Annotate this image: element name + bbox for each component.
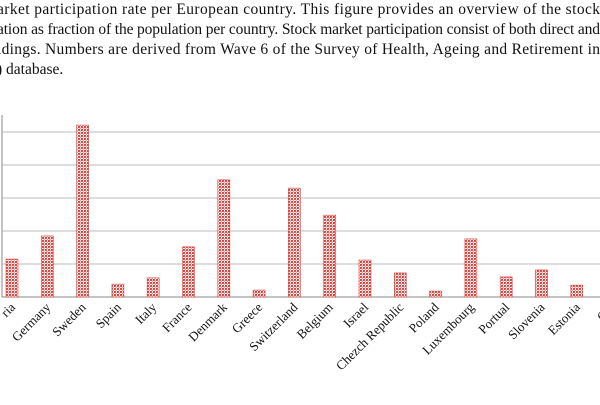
x-tick-label: Germany — [9, 299, 54, 344]
caption-line: ation as fraction of the population per … — [0, 21, 600, 38]
x-tick-label: ria — [0, 299, 18, 319]
bar — [535, 269, 548, 298]
x-tick-label: Sweden — [49, 299, 89, 339]
bar — [111, 283, 125, 298]
bar — [5, 258, 19, 298]
bar — [499, 276, 513, 298]
bar — [252, 289, 266, 298]
x-tick-label: Italy — [132, 299, 160, 327]
x-tick-label: Cro — [594, 300, 600, 324]
bar — [358, 259, 372, 298]
bar — [464, 238, 478, 298]
caption-line: arket participation rate per European co… — [0, 1, 600, 18]
bar — [40, 235, 54, 298]
x-tick-label: Belgium — [294, 300, 336, 342]
bar — [76, 124, 89, 298]
caption-line: ) database. — [0, 61, 63, 78]
bar — [570, 284, 584, 298]
x-tick-label: Estonia — [545, 299, 583, 337]
x-tick-label: Denmark — [185, 299, 230, 344]
bar — [288, 187, 301, 298]
bar — [182, 246, 195, 298]
bar — [217, 179, 231, 298]
bar — [146, 277, 160, 298]
caption-line: ldings. Numbers are derived from Wave 6 … — [0, 41, 600, 58]
x-tick-label: Israel — [340, 299, 371, 330]
bar — [393, 272, 407, 298]
x-tick-label: Slovenia — [505, 299, 548, 342]
x-tick-label: Spain — [92, 299, 124, 331]
bar — [429, 290, 442, 298]
bar — [323, 214, 337, 298]
